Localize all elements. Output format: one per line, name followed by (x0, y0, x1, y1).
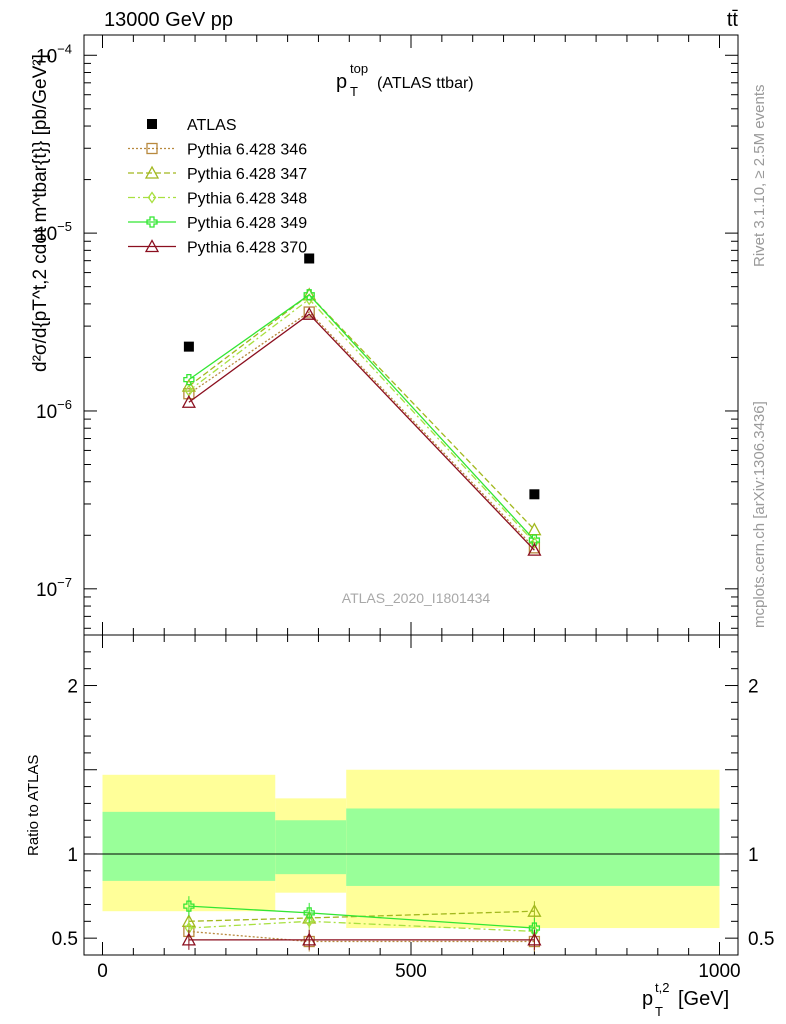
xlabel-sup: t,2 (655, 980, 669, 995)
ratio-point (527, 903, 542, 917)
legend-marker (144, 239, 160, 253)
xlabel-main: p (642, 988, 653, 1010)
main-frame (83, 34, 739, 636)
main-series-line (188, 293, 535, 541)
ratio-ytick-label-right: 2 (748, 677, 759, 698)
legend-label: Pythia 6.428 349 (187, 215, 307, 232)
xlabel-unit: [GeV] (678, 988, 729, 1010)
main-point (183, 374, 195, 386)
main-series-0 (183, 253, 540, 500)
xlabel-sub: T (655, 1004, 663, 1019)
ratio-point (303, 907, 315, 919)
title-text: (ATLAS ttbar) (377, 75, 474, 92)
legend-marker (146, 142, 158, 155)
main-series-2 (181, 287, 542, 536)
watermark: ATLAS_2020_I1801434 (342, 590, 491, 606)
band-green-0 (102, 811, 276, 881)
main-series-line (188, 311, 535, 549)
ratio-point (181, 932, 196, 946)
legend-marker (147, 191, 157, 204)
legend-label: ATLAS (187, 117, 237, 134)
main-series-4 (183, 289, 541, 546)
main-series-line (188, 293, 535, 531)
band-green-1 (275, 820, 347, 875)
ratio-point (304, 915, 314, 928)
ratio-ytick-label-left: 2 (67, 677, 78, 698)
main-series-1 (183, 306, 541, 554)
legend-label: Pythia 6.428 370 (187, 240, 307, 257)
main-ytick-label: 10−7 (36, 575, 72, 601)
main-ytick-label: 10−6 (36, 397, 72, 423)
main-point (181, 394, 196, 408)
main-point (304, 253, 315, 264)
legend: ATLAS Pythia 6.428 346 Pythia 6.428 347 Pyt… (128, 117, 307, 257)
ratio-ytick-label-left: 1 (67, 845, 78, 866)
svg-text:p: p (336, 71, 347, 93)
rivet-label: Rivet 3.1.10, ≥ 2.5M events (751, 85, 768, 268)
ratio-ytick-label-right: 0.5 (748, 929, 774, 950)
header-left: 13000 GeV pp (104, 9, 233, 31)
x-axis-label: p t,2 T [GeV] (642, 980, 729, 1019)
main-series-line (188, 313, 535, 551)
ratio-xtick-label: 500 (395, 961, 427, 982)
title-sup: top (350, 61, 368, 76)
ratio-point (527, 932, 542, 946)
ratio-ytick-label-right: 1 (748, 845, 759, 866)
main-point (183, 388, 195, 400)
mcplots-label: mcplots.cern.ch [arXiv:1306.3436] (751, 401, 768, 628)
main-ytick-label: 10−5 (36, 219, 72, 245)
band-green-2 (346, 808, 720, 886)
ratio-point (183, 900, 195, 912)
main-point (528, 534, 541, 546)
main-point (529, 489, 540, 500)
ratio-series-4 (181, 929, 542, 950)
legend-label: Pythia 6.428 347 (187, 166, 307, 183)
main-ytick-label: 10−4 (36, 41, 72, 67)
main-point (181, 378, 196, 392)
legend-marker (147, 119, 157, 129)
main-series-3 (184, 293, 539, 549)
plot-layer: 10−7 10−6 10−5 10−4 0 500 1000 0.5 0.5 1 1 2 2 ATLAS P… (36, 34, 774, 982)
ratio-xtick-label: 0 (97, 961, 108, 982)
main-point (530, 536, 539, 549)
legend-marker (146, 216, 158, 228)
ratio-ytick-label-left: 0.5 (52, 929, 78, 950)
legend-marker (144, 165, 160, 179)
main-ylabel: d²σ/d{pT^t,2 cdot m^tbar{t}} [pb/GeV²] (30, 54, 51, 372)
main-point (527, 542, 542, 556)
ratio-point (302, 932, 317, 946)
legend-label: Pythia 6.428 348 (187, 191, 307, 208)
ratio-xtick-label: 1000 (698, 961, 740, 982)
title-sub: T (350, 84, 358, 99)
main-series-5 (181, 306, 542, 556)
main-title: p top T (ATLAS ttbar) (336, 61, 474, 99)
title-main: p (336, 71, 347, 93)
legend-label: Pythia 6.428 346 (187, 142, 307, 159)
header-right: tt̄ (727, 9, 739, 31)
main-point (302, 306, 317, 320)
ratio-ylabel: Ratio to ATLAS (25, 755, 42, 856)
ratio-point (528, 922, 541, 934)
main-series-line (188, 298, 535, 544)
main-point (303, 289, 315, 301)
main-point (183, 341, 194, 352)
